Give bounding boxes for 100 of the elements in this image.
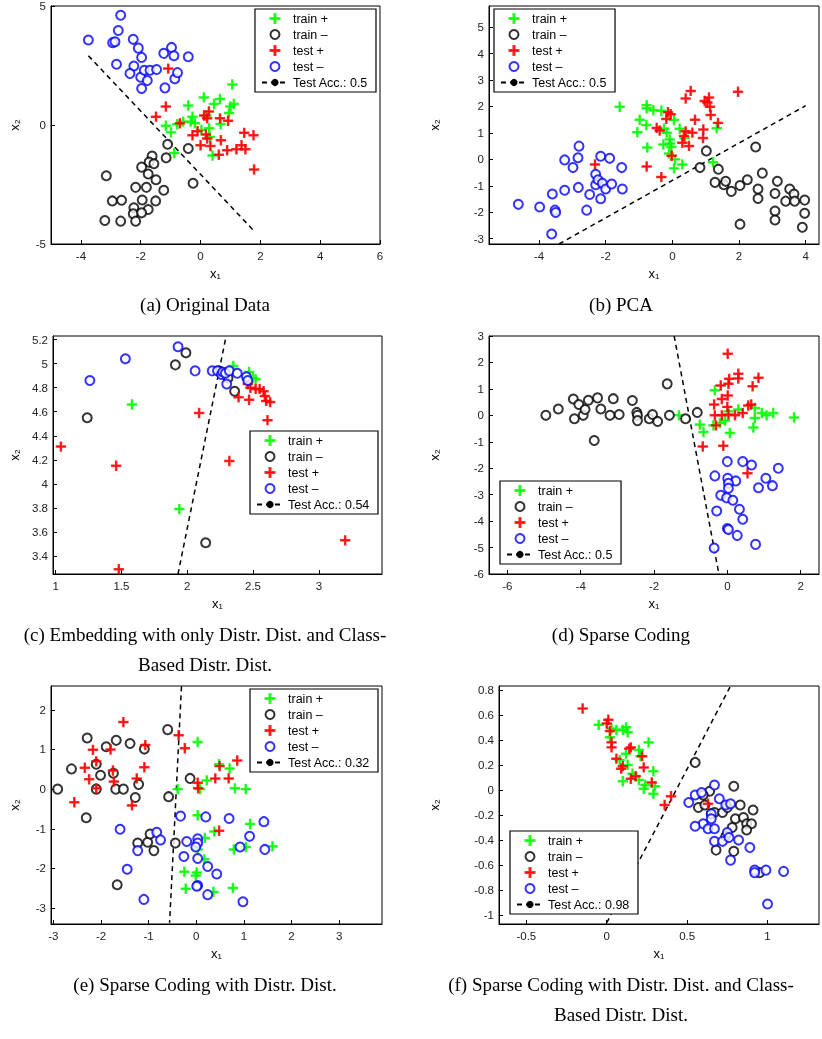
y-tick-label: 0 xyxy=(477,153,484,166)
legend-label: train + xyxy=(548,833,584,848)
text: (a) Original Data xyxy=(139,293,271,317)
y-axis-title: x₂ xyxy=(7,449,22,461)
legend-label: test + xyxy=(292,43,324,58)
text: (f) Sparse Coding with Distr. Dist. and Class-Based Distr. Dist. xyxy=(447,973,795,1027)
y-tick-label: 0 xyxy=(39,119,46,131)
legend-label: train + xyxy=(288,433,324,448)
y-tick-label: 4 xyxy=(41,477,49,490)
legend-label: train – xyxy=(292,27,328,42)
y-axis-title: x₂ xyxy=(427,799,442,811)
y-tick-label: 4.8 xyxy=(32,381,48,394)
y-tick-label: 1 xyxy=(39,743,46,756)
legend-label: test + xyxy=(288,465,319,480)
x-tick-label: -2 xyxy=(648,580,660,592)
legend-label: test – xyxy=(548,881,579,896)
x-tick-label: 0 xyxy=(603,930,610,942)
legend-label: Test Acc.: 0.54 xyxy=(288,497,370,512)
y-tick-label: -6 xyxy=(473,568,484,580)
y-tick-label: -5 xyxy=(473,541,484,554)
x-tick-label: 2 xyxy=(184,580,191,592)
y-tick-label: -5 xyxy=(35,238,46,250)
x-axis-title: x₁ xyxy=(648,595,661,611)
y-axis-title: x₂ xyxy=(7,799,22,811)
legend-label: test – xyxy=(292,59,324,74)
x-axis-title: x₁ xyxy=(653,945,666,961)
legend-label: test + xyxy=(538,515,569,530)
y-tick-label: -2 xyxy=(473,206,484,219)
y-tick-label: 4.2 xyxy=(32,453,48,466)
y-tick-label: -0.4 xyxy=(474,834,495,847)
legend-label: test – xyxy=(288,739,319,754)
x-tick-label: 0.5 xyxy=(679,930,696,942)
y-axis-title: x₂ xyxy=(427,449,442,461)
x-tick-label: -4 xyxy=(75,250,87,262)
y-axis-title: x₂ xyxy=(7,119,22,131)
legend-label: Test Acc.: 0.5 xyxy=(538,547,613,562)
y-tick-label: -1 xyxy=(473,435,484,448)
x-tick-label: 6 xyxy=(376,250,384,262)
x-tick-label: 0 xyxy=(193,930,200,942)
y-axis-title: x₂ xyxy=(427,119,442,131)
legend-label: test – xyxy=(532,59,563,74)
legend-label: test + xyxy=(532,43,563,58)
y-tick-label: 0 xyxy=(477,409,484,422)
y-tick-label: 5 xyxy=(41,357,48,370)
y-tick-label: -3 xyxy=(35,902,46,915)
legend-label: train + xyxy=(532,11,568,26)
x-tick-label: 1.5 xyxy=(113,580,130,592)
y-tick-label: 4.6 xyxy=(32,405,48,418)
x-tick-label: 2 xyxy=(288,930,295,942)
x-tick-label: -2 xyxy=(95,930,107,942)
y-tick-label: 2 xyxy=(477,356,484,369)
legend-label: Test Acc.: 0.5 xyxy=(532,75,607,90)
x-tick-label: -6 xyxy=(502,580,513,592)
x-tick-label: 2 xyxy=(735,250,743,262)
text: (d) Sparse Coding xyxy=(550,623,692,647)
x-tick-label: -0.5 xyxy=(516,930,537,942)
y-tick-label: 5 xyxy=(39,0,46,12)
y-tick-label: -1 xyxy=(35,822,46,835)
y-tick-label: 0.4 xyxy=(478,733,495,746)
legend-label: train + xyxy=(288,691,324,706)
x-tick-label: -1 xyxy=(143,930,154,942)
legend-label: train – xyxy=(548,849,583,864)
y-tick-label: 1 xyxy=(477,382,484,395)
y-tick-label: -2 xyxy=(35,862,46,875)
legend-label: Test Acc.: 0.32 xyxy=(288,755,370,770)
y-tick-label: 3 xyxy=(477,74,484,87)
x-tick-label: -2 xyxy=(135,250,146,262)
x-axis-title: x₁ xyxy=(210,265,222,281)
x-tick-label: -2 xyxy=(600,250,611,262)
x-axis-title: x₁ xyxy=(212,595,224,611)
legend-label: test – xyxy=(538,531,569,546)
legend-label: train – xyxy=(532,27,567,42)
y-tick-label: 4 xyxy=(477,47,485,60)
y-tick-label: 0.6 xyxy=(478,708,494,721)
y-tick-label: -4 xyxy=(473,515,485,528)
x-tick-label: 0 xyxy=(724,580,731,592)
text: (e) Sparse Coding with Distr. Dist. xyxy=(72,973,338,997)
x-tick-label: -4 xyxy=(575,580,587,592)
y-tick-label: 3.4 xyxy=(32,549,49,562)
x-tick-label: 4 xyxy=(802,250,810,262)
y-tick-label: 4.4 xyxy=(32,429,49,442)
legend-label: Test Acc.: 0.98 xyxy=(548,897,630,912)
y-tick-label: -3 xyxy=(473,488,484,501)
x-tick-label: 2.5 xyxy=(245,580,262,592)
y-tick-label: 1 xyxy=(477,126,484,139)
y-tick-label: -0.6 xyxy=(474,859,494,872)
y-tick-label: 2 xyxy=(39,703,46,716)
legend-label: test – xyxy=(288,481,319,496)
y-tick-label: -2 xyxy=(473,462,484,475)
legend-label: train – xyxy=(288,707,323,722)
y-tick-label: 5 xyxy=(477,21,484,34)
x-tick-label: 3 xyxy=(315,580,323,592)
y-tick-label: 5.2 xyxy=(32,333,48,346)
y-tick-label: 0.2 xyxy=(478,758,494,771)
x-tick-label: 0 xyxy=(669,250,676,262)
text: (c) Embedding with only Distr. Dist. and Class-Based Distr. Dist. xyxy=(22,623,388,677)
y-tick-label: 3.8 xyxy=(32,501,48,514)
y-tick-label: 0 xyxy=(39,783,46,796)
y-tick-label: 0 xyxy=(487,783,494,796)
y-tick-label: -1 xyxy=(483,909,494,922)
